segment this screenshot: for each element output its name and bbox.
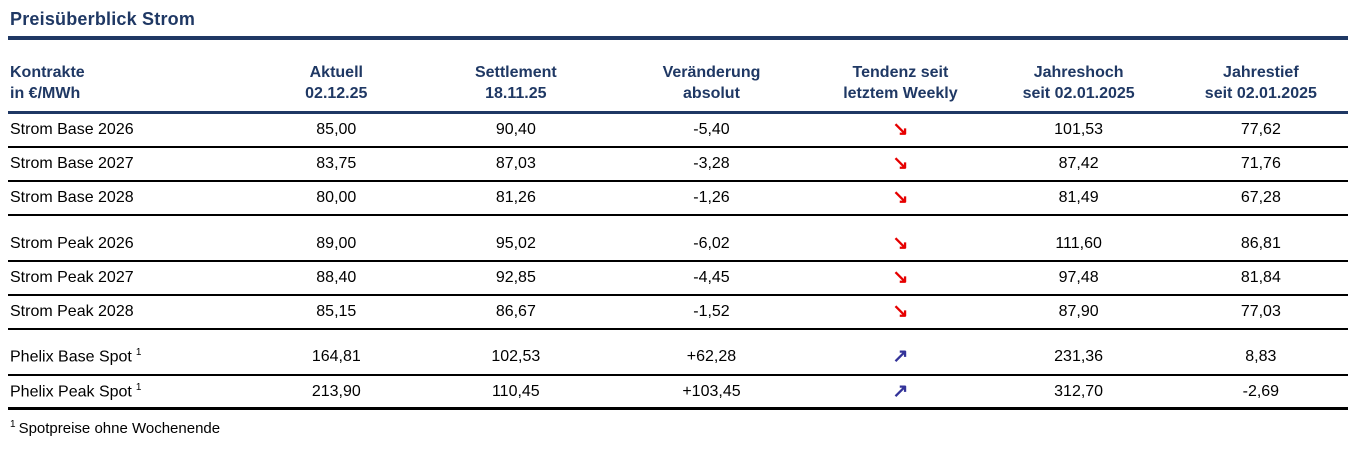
- tendenz-cell: ↘: [817, 188, 983, 208]
- jahreshoch-cell: 312,70: [1054, 382, 1104, 400]
- aktuell-cell: 164,81: [311, 348, 361, 365]
- jahreshoch-cell: 81,49: [1058, 189, 1099, 206]
- aktuell-cell: 213,90: [311, 382, 361, 400]
- jahrestief-cell: 8,83: [1245, 348, 1277, 365]
- footnote-ref: 1: [135, 381, 142, 393]
- tendenz-cell: ↘: [817, 302, 983, 322]
- jahreshoch-cell: 231,36: [1054, 348, 1104, 365]
- table-header-row: Kontrakte in €/MWh Aktuell 02.12.25 Settleme…: [8, 62, 1348, 114]
- jahreshoch-cell: 97,48: [1058, 269, 1099, 286]
- trend-up-icon: ↗: [892, 380, 909, 402]
- contract-name-cell: Strom Peak 2027: [10, 269, 134, 286]
- veraenderung-cell: +103,45: [682, 382, 741, 400]
- settlement-cell: 110,45: [491, 382, 540, 400]
- column-header-jahreshoch: Jahreshoch seit 02.01.2025: [1022, 64, 1135, 102]
- veraenderung-cell: -6,02: [693, 235, 730, 252]
- footnote: 1 Spotpreise ohne Wochenende: [8, 419, 1348, 437]
- settlement-cell: 90,40: [495, 121, 536, 138]
- table-row: Strom Base 2028 80,00 81,26 -1,26 ↘ 81,49 67,2…: [8, 182, 1348, 216]
- aktuell-cell: 88,40: [316, 269, 357, 286]
- settlement-cell: 86,67: [495, 303, 536, 320]
- trend-down-icon: ↘: [892, 187, 909, 208]
- trend-down-icon: ↘: [892, 301, 909, 322]
- aktuell-cell: 85,15: [316, 303, 357, 320]
- tendenz-cell: ↗: [817, 382, 983, 402]
- jahreshoch-cell: 111,60: [1055, 235, 1102, 252]
- column-header-tendenz: Tendenz seit letztem Weekly: [843, 64, 958, 102]
- contract-name-cell: Phelix Base Spot 1: [10, 347, 142, 366]
- veraenderung-cell: -4,45: [693, 269, 730, 286]
- column-header-kontrakte: Kontrakte in €/MWh: [10, 64, 85, 102]
- contract-name-cell: Strom Base 2026: [10, 121, 134, 138]
- veraenderung-cell: -1,52: [693, 303, 730, 320]
- column-header-veraenderung: Veränderung absolut: [662, 64, 761, 102]
- jahreshoch-cell: 101,53: [1054, 121, 1104, 138]
- contract-name-cell: Strom Base 2027: [10, 155, 134, 172]
- aktuell-cell: 80,00: [316, 189, 357, 206]
- jahrestief-cell: 77,62: [1240, 121, 1281, 138]
- jahreshoch-cell: 87,42: [1058, 155, 1099, 172]
- trend-down-icon: ↘: [892, 267, 909, 288]
- jahrestief-cell: 71,76: [1240, 155, 1281, 172]
- tendenz-cell: ↘: [817, 234, 983, 254]
- footnote-text: Spotpreise ohne Wochenende: [18, 420, 221, 437]
- page-title: Preisüberblick Strom: [10, 9, 196, 29]
- price-overview-page: Preisüberblick Strom Kontrakte in €/MWh Ak…: [8, 9, 1348, 437]
- title-divider: [8, 36, 1348, 40]
- settlement-cell: 81,26: [495, 189, 536, 206]
- settlement-cell: 102,53: [491, 348, 541, 365]
- column-header-settlement: Settlement 18.11.25: [474, 64, 557, 102]
- trend-down-icon: ↘: [892, 153, 909, 174]
- tendenz-cell: ↘: [817, 120, 983, 140]
- tendenz-cell: ↘: [817, 154, 983, 174]
- column-header-jahrestief: Jahrestief seit 02.01.2025: [1204, 64, 1317, 102]
- contract-name-cell: Strom Peak 2026: [10, 235, 134, 252]
- jahrestief-cell: 81,84: [1240, 269, 1281, 286]
- jahrestief-cell: 86,81: [1240, 235, 1281, 252]
- aktuell-cell: 83,75: [316, 155, 357, 172]
- table-row: Strom Peak 2028 85,15 86,67 -1,52 ↘ 87,90 77,0…: [8, 296, 1348, 330]
- trend-down-icon: ↘: [892, 233, 909, 254]
- tendenz-cell: ↗: [817, 347, 983, 367]
- table-row: Strom Peak 2026 89,00 95,02 -6,02 ↘ 111,60 86,…: [8, 228, 1348, 262]
- settlement-cell: 95,02: [495, 235, 536, 252]
- aktuell-cell: 89,00: [316, 235, 357, 252]
- settlement-cell: 92,85: [495, 269, 536, 286]
- table-row: Phelix Peak Spot 1 213,90 110,45 +103,45 ↗ 312…: [8, 376, 1348, 410]
- column-header-aktuell: Aktuell 02.12.25: [305, 64, 368, 102]
- trend-up-icon: ↗: [892, 346, 909, 367]
- veraenderung-cell: -3,28: [693, 155, 730, 172]
- contract-name-cell: Strom Peak 2028: [10, 303, 134, 320]
- table-row: Phelix Base Spot 1 164,81 102,53 +62,28 ↗ 231,…: [8, 340, 1348, 376]
- jahrestief-cell: 67,28: [1240, 189, 1281, 206]
- table-row: Strom Base 2026 85,00 90,40 -5,40 ↘ 101,53 77,…: [8, 114, 1348, 148]
- footnote-marker: 1: [10, 419, 16, 430]
- tendenz-cell: ↘: [817, 268, 983, 288]
- table-row: Strom Peak 2027 88,40 92,85 -4,45 ↘ 97,48 81,8…: [8, 262, 1348, 296]
- trend-down-icon: ↘: [892, 119, 909, 140]
- aktuell-cell: 85,00: [316, 121, 357, 138]
- veraenderung-cell: +62,28: [686, 348, 737, 365]
- settlement-cell: 87,03: [495, 155, 536, 172]
- veraenderung-cell: -1,26: [693, 189, 730, 206]
- contract-name-cell: Phelix Peak Spot 1: [10, 381, 142, 401]
- jahrestief-cell: 77,03: [1240, 303, 1281, 320]
- veraenderung-cell: -5,40: [693, 121, 730, 138]
- table-body: Strom Base 2026 85,00 90,40 -5,40 ↘ 101,53 77,…: [8, 114, 1348, 410]
- jahrestief-cell: -2,69: [1242, 382, 1280, 400]
- table-row: Strom Base 2027 83,75 87,03 -3,28 ↘ 87,42 71,7…: [8, 148, 1348, 182]
- jahreshoch-cell: 87,90: [1058, 303, 1099, 320]
- footnote-ref: 1: [135, 347, 142, 359]
- contract-name-cell: Strom Base 2028: [10, 189, 134, 206]
